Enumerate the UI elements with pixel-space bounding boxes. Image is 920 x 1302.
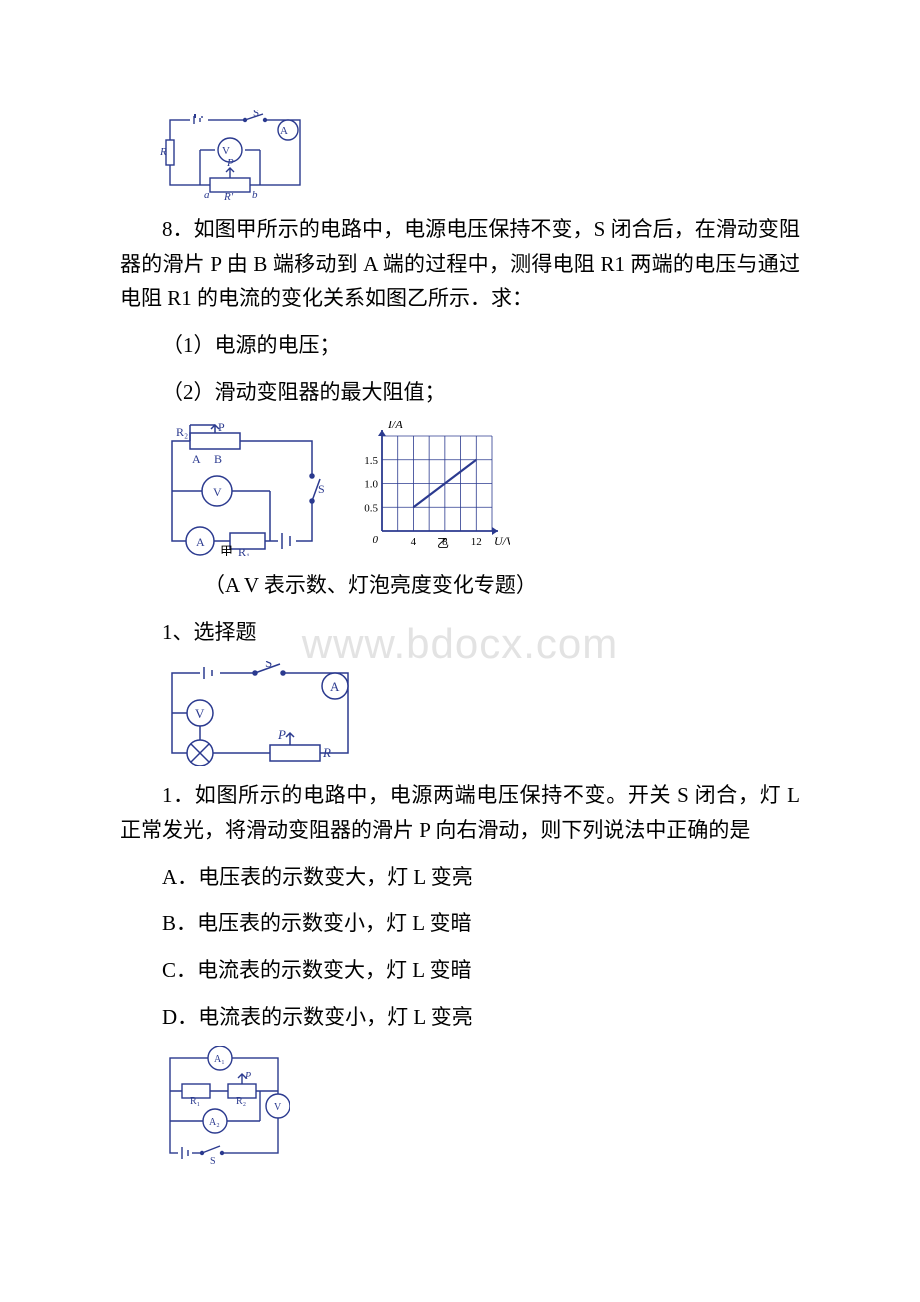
svg-text:4: 4	[411, 536, 417, 548]
q8-text: 8．如图甲所示的电路中，电源电压保持不变，S 闭合后，在滑动变阻器的滑片 P 由…	[120, 212, 800, 316]
pc-s: S	[210, 1156, 216, 1166]
pc-a1: A₁	[214, 1054, 225, 1065]
section-choice: 1、选择题	[120, 615, 800, 650]
svg-text:乙: 乙	[437, 536, 449, 550]
pc-a2: A₂	[209, 1117, 220, 1128]
label-p2: P	[218, 421, 225, 434]
label-V2: V	[213, 485, 222, 499]
label-p: P	[226, 157, 234, 169]
svg-text:0: 0	[373, 534, 379, 546]
parallel-circuit: A₁ R₁ R₂ P A₂ V S	[160, 1046, 800, 1166]
pc-r1: R₁	[190, 1096, 200, 1107]
label-S2: S	[318, 482, 325, 496]
label-s: S	[253, 110, 259, 119]
label-a2: a	[204, 189, 210, 200]
label-r2: R₂	[176, 425, 188, 439]
q1-label-p: P	[277, 727, 286, 742]
q1-opt-b: B．电压表的示数变小，灯 L 变暗	[120, 906, 800, 941]
label-jia: 甲	[220, 544, 233, 556]
q1-opt-c: C．电流表的示数变大，灯 L 变暗	[120, 953, 800, 988]
svg-text:1.0: 1.0	[364, 479, 378, 491]
pc-v: V	[274, 1102, 282, 1113]
q1-label-v: V	[195, 706, 205, 721]
pc-r2: R₂	[236, 1096, 246, 1107]
svg-text:0.5: 0.5	[364, 502, 378, 514]
label-b: b	[252, 189, 258, 200]
q8-jia-circuit: R₂ P A B V S A R₁ 甲	[160, 421, 330, 556]
q1-label-r: R	[322, 745, 331, 760]
label-a: A	[280, 125, 288, 137]
svg-text:I/A: I/A	[387, 421, 403, 431]
q8-sub1: （1）电源的电压；	[120, 328, 800, 363]
label-B: B	[214, 452, 222, 466]
label-Amp: A	[196, 535, 205, 549]
q8-sub2: （2）滑动变阻器的最大阻值；	[120, 375, 800, 410]
q1-opt-a: A．电压表的示数变大，灯 L 变亮	[120, 860, 800, 895]
label-r: R	[160, 146, 167, 158]
svg-text:1.5: 1.5	[364, 455, 378, 467]
q1-circuit: S A V P R	[160, 661, 800, 766]
section-av-title: （A V 表示数、灯泡亮度变化专题）	[120, 568, 800, 603]
q1-text: 1．如图所示的电路中，电源两端电压保持不变。开关 S 闭合，灯 L 正常发光，将…	[120, 778, 800, 847]
svg-text:12: 12	[471, 536, 482, 548]
label-A: A	[192, 452, 201, 466]
label-R1: R₁	[238, 545, 250, 556]
q8-yi-graph: 48120.51.01.50I/AU/V乙	[350, 421, 510, 556]
q8-top-circuit: S A V R P a R' b	[160, 110, 800, 200]
q1-label-a: A	[330, 679, 340, 694]
pc-p: P	[244, 1071, 251, 1082]
q1-opt-d: D．电流表的示数变小，灯 L 变亮	[120, 1000, 800, 1035]
q1-label-s: S	[265, 661, 272, 670]
svg-text:U/V: U/V	[494, 534, 510, 548]
label-rp: R'	[223, 191, 234, 200]
label-v: V	[222, 145, 230, 157]
